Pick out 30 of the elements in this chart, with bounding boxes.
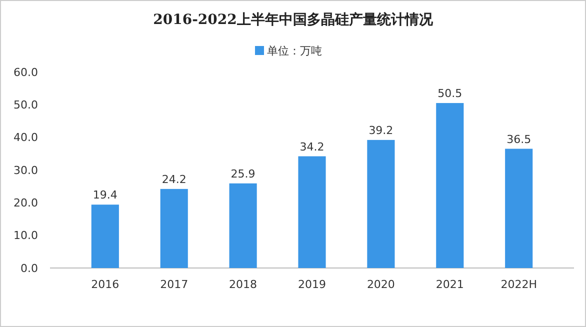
x-tick-label: 2021	[436, 278, 464, 291]
y-tick-label: 50.0	[14, 98, 38, 112]
bar	[229, 183, 257, 268]
data-label: 36.5	[506, 132, 532, 146]
bar	[505, 148, 533, 268]
bar	[298, 156, 326, 268]
x-tick-label: 2016	[91, 278, 120, 291]
y-tick-label: 30.0	[14, 164, 38, 177]
data-label: 39.2	[368, 124, 394, 137]
legend-label: 单位：万吨	[267, 44, 322, 58]
y-tick-label: 10.0	[14, 229, 38, 242]
chart-title: 2016-2022上半年中国多晶硅产量统计情况	[153, 11, 434, 28]
y-tick-label: 0.0	[20, 262, 38, 275]
x-tick-label: 2017	[160, 278, 188, 291]
y-tick-label: 40.0	[14, 131, 38, 144]
bar	[367, 140, 395, 268]
x-tick-label: 2020	[366, 278, 395, 291]
data-label: 34.2	[300, 140, 324, 154]
y-tick-label: 60.0	[14, 66, 38, 79]
x-tick-label: 2019	[298, 278, 326, 291]
x-tick-label: 2018	[229, 278, 258, 291]
data-label: 25.9	[230, 167, 256, 180]
y-tick-label: 20.0	[14, 196, 38, 210]
bar	[160, 188, 188, 268]
bar	[436, 103, 464, 268]
data-label: 24.2	[162, 172, 186, 186]
data-label: 50.5	[438, 87, 462, 100]
data-label: 19.4	[92, 188, 118, 202]
bar	[91, 204, 119, 268]
x-tick-label: 2022H	[500, 278, 537, 291]
